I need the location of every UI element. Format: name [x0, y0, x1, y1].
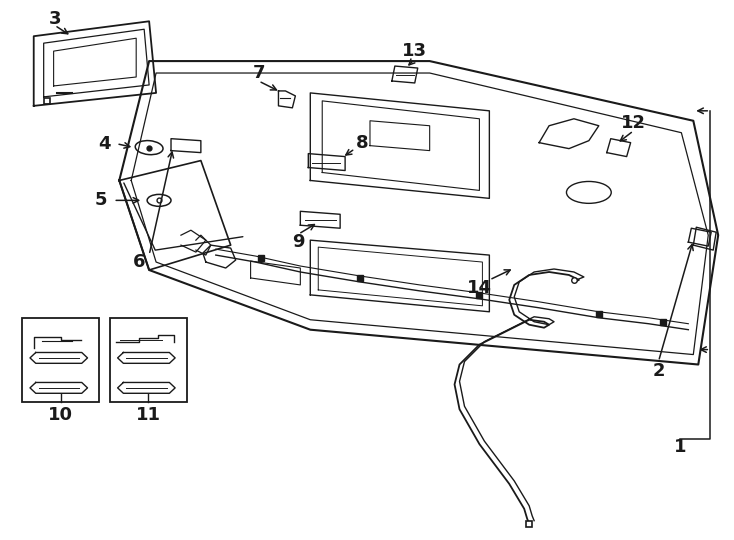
Text: 6: 6: [133, 253, 145, 271]
Text: 10: 10: [48, 406, 73, 424]
Text: 8: 8: [356, 134, 368, 152]
Bar: [22, 319, 99, 402]
Text: 5: 5: [95, 191, 108, 210]
Text: 13: 13: [402, 42, 427, 60]
Text: 7: 7: [252, 64, 265, 82]
Text: 4: 4: [98, 134, 111, 153]
Text: 3: 3: [48, 10, 61, 28]
Text: 9: 9: [292, 233, 305, 251]
Text: 11: 11: [136, 406, 161, 424]
Bar: [110, 319, 186, 402]
Text: 12: 12: [621, 114, 646, 132]
Text: 14: 14: [467, 279, 492, 297]
Text: 2: 2: [653, 362, 665, 381]
Text: 1: 1: [674, 438, 686, 456]
